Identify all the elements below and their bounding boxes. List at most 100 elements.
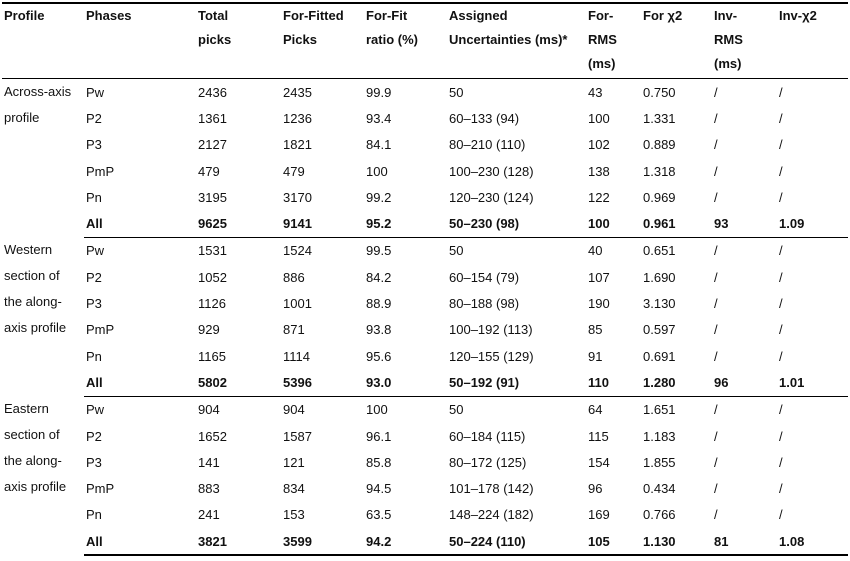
table-cell: 1361 [198,110,227,126]
table-cell: 120–230 (124) [449,189,534,205]
table-row: P3 141 121 85.8 80–172 (125) 154 1.855 / / [2,449,848,475]
table-cell: 0.651 [643,243,676,259]
table-cell: 105 [586,528,641,557]
table-cell: 102 [588,137,610,153]
table-cell: / [714,507,718,523]
table-cell: P3 [86,296,102,312]
table-cell: 1587 [283,428,312,444]
table-cell: 60–133 (94) [449,110,520,126]
table-row: PmP 929 871 93.8 100–192 (113) 85 0.597 / / [2,317,848,343]
table-cell: / [779,163,783,179]
table-cell: 1531 [198,243,227,259]
table-cell: 138 [588,163,610,179]
table-cell: 3170 [283,189,312,205]
table-cell: / [714,243,718,259]
table-row: PmP 883 834 94.5 101–178 (142) 96 0.434 / / [2,475,848,501]
table-cell: 43 [588,84,603,100]
column-header: For-Fitted Picks [281,2,364,79]
table-cell: 9141 [281,210,364,238]
table-cell: 101–178 (142) [449,481,534,497]
table-cell: 1.318 [643,163,676,179]
table-row: P2 1361 1236 93.4 60–133 (94) 100 1.331 / / [2,105,848,131]
table-cell: 3599 [281,528,364,557]
table-cell: All [84,210,196,238]
table-cell: 1.08 [777,528,848,557]
table-cell: PmP [86,163,115,179]
table-cell: / [714,296,718,312]
table-cell: 834 [283,481,305,497]
table-cell: 0.691 [643,348,676,364]
table-row: Pn 3195 3170 99.2 120–230 (124) 122 0.969 / / [2,184,848,210]
table-cell: / [714,322,718,338]
table-cell: 95.2 [364,210,447,238]
table-row: All 5802 5396 93.0 50–192 (91) 110 1.280 96 1.01 [2,369,848,397]
table-cell: 50–192 (91) [447,369,586,397]
table-cell: 96 [712,369,777,397]
table-cell: / [779,402,783,418]
table-cell: / [714,269,718,285]
table-cell: 1236 [283,110,312,126]
column-header: For χ2 [641,2,712,79]
table-cell: 190 [588,296,610,312]
table-cell: 100 [366,402,388,418]
table-cell: 94.2 [364,528,447,557]
table-cell: Pn [86,348,102,364]
table-cell: 85 [588,322,603,338]
table-row: All 3821 3599 94.2 50–224 (110) 105 1.130 81 1.0… [2,528,848,557]
table-cell: 60–154 (79) [449,269,520,285]
table-cell: 100–230 (128) [449,163,534,179]
table-cell: P3 [86,454,102,470]
table-cell: 904 [283,402,305,418]
column-header: For-RMS (ms) [586,2,641,79]
profile-cell: Eastern section of the along-axis profil… [4,401,67,495]
table-cell: 1126 [198,296,226,312]
table-cell: 1.09 [777,210,848,238]
table-cell: / [779,189,783,205]
table-cell: Pw [86,84,105,100]
column-header: Profile [2,2,84,79]
table-cell: 9625 [196,210,281,238]
table-cell: P2 [86,269,102,285]
table-row: P3 2127 1821 84.1 80–210 (110) 102 0.889 / / [2,132,848,158]
profile-cell: Western section of the along-axis profil… [4,242,67,336]
table-cell: / [779,428,783,444]
table-cell: 1.130 [641,528,712,557]
table-cell: / [714,189,718,205]
table-cell: 241 [198,507,220,523]
table-cell: / [779,137,783,153]
table-cell: 100 [366,163,388,179]
column-header: Inv-RMS (ms) [712,2,777,79]
table-cell: / [714,428,718,444]
table-cell: 80–188 (98) [449,296,520,312]
header-row: Profile Phases Total picks For-Fitted Picks… [2,2,848,79]
table-cell: 84.1 [366,137,392,153]
table-row: Western section of the along-axis profil… [2,237,848,335]
table-cell: 154 [588,454,610,470]
table-cell: / [714,481,718,497]
table-cell: 1.855 [643,454,676,470]
table-cell: 5802 [196,369,281,397]
table-row: PmP 479 479 100 100–230 (128) 138 1.318 / / [2,158,848,184]
table-cell: 50 [449,402,464,418]
table-cell: 479 [198,163,220,179]
table-cell: 84.2 [366,269,392,285]
table-cell: / [779,322,783,338]
table-cell: 1052 [198,269,227,285]
table-row: All 9625 9141 95.2 50–230 (98) 100 0.961 93 1.09 [2,210,848,238]
table-cell: 81 [712,528,777,557]
table-cell: 96 [588,481,603,497]
table-cell: 99.2 [366,189,392,205]
table-cell: 1165 [198,348,226,364]
table-cell: 93.4 [366,110,392,126]
table-cell: 0.434 [643,481,676,497]
table-cell: 120–155 (129) [449,348,534,364]
table-cell: 110 [586,369,641,397]
table-row: Pn 241 153 63.5 148–224 (182) 169 0.766 / / [2,502,848,528]
table-cell: 85.8 [366,454,392,470]
table-cell: 50–224 (110) [447,528,586,557]
table-cell: 80–210 (110) [449,137,526,153]
table-cell: 1652 [198,428,227,444]
table-cell: / [714,84,718,100]
